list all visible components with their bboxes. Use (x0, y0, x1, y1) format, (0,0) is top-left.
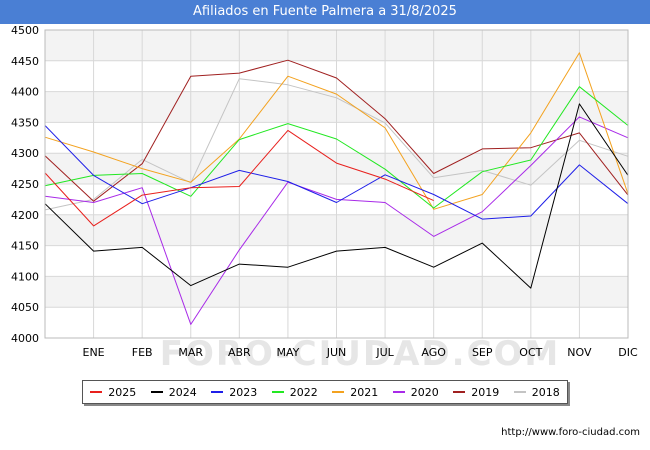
legend-swatch (150, 391, 163, 393)
y-tick-label: 4300 (11, 147, 39, 160)
x-tick-label: NOV (567, 346, 592, 359)
legend: 2025 2024 2023 2022 2021 2020 2019 2018 (82, 380, 568, 404)
legend-item-2019: 2019 (453, 386, 499, 399)
legend-label: 2020 (410, 385, 439, 399)
legend-item-2025: 2025 (90, 386, 136, 399)
x-tick-label: FEB (132, 346, 153, 359)
legend-item-2022: 2022 (271, 385, 318, 399)
legend-item-2023: 2023 (211, 386, 257, 399)
x-tick-label: SEP (472, 346, 493, 359)
y-tick-label: 4400 (11, 86, 39, 99)
grid-lines (45, 29, 628, 339)
y-tick-label: 4250 (11, 178, 39, 191)
legend-label: 2023 (229, 385, 258, 399)
x-tick-label: ABR (228, 346, 251, 359)
legend-label: 2019 (471, 385, 500, 399)
legend-label: 2018 (531, 385, 560, 399)
chart-title: Afiliados en Fuente Palmera a 31/8/2025 (0, 0, 650, 24)
legend-label: 2021 (350, 385, 379, 399)
legend-swatch (332, 391, 345, 393)
x-tick-label: JUN (326, 346, 347, 359)
legend-swatch (513, 391, 526, 393)
legend-swatch (211, 391, 224, 393)
x-tick-label: ENE (83, 346, 105, 359)
y-tick-label: 4100 (11, 270, 39, 283)
x-tick-label: AGO (421, 346, 446, 359)
legend-item-2018: 2018 (513, 385, 560, 399)
legend-item-2021: 2021 (332, 386, 378, 399)
legend-swatch (90, 391, 103, 393)
series-line-2020 (44, 116, 629, 325)
source-url: http://www.foro-ciudad.com (501, 427, 640, 438)
line-chart: FORO-CIUDAD.COM 4000 4050 4100 4150 4200 4250… (11, 24, 638, 374)
legend-swatch (392, 391, 405, 393)
legend-swatch (453, 391, 466, 393)
y-tick-label: 4500 (11, 24, 39, 37)
y-tick-label: 4150 (11, 240, 39, 253)
series-lines (44, 52, 629, 325)
series-line-2022 (44, 86, 629, 209)
axis-labels: 4000 4050 4100 4150 4200 4250 4300 4350 4400 4450… (11, 24, 638, 359)
legend-label: 2022 (289, 385, 318, 399)
series-line-2024 (44, 103, 629, 289)
x-tick-label: MAR (178, 346, 203, 359)
x-tick-label: OCT (519, 346, 542, 359)
x-tick-label: DIC (618, 346, 638, 359)
legend-item-2020: 2020 (392, 385, 439, 399)
x-tick-label: MAY (276, 346, 299, 359)
series-line-2019 (44, 59, 629, 202)
series-line-2021 (44, 52, 629, 210)
y-tick-label: 4000 (11, 332, 39, 345)
legend-label: 2024 (168, 385, 197, 399)
legend-swatch (271, 391, 284, 393)
legend-item-2024: 2024 (150, 385, 197, 399)
plot-frame (44, 29, 629, 339)
y-tick-label: 4350 (11, 116, 39, 129)
y-tick-label: 4200 (11, 209, 39, 222)
x-tick-label: JUL (375, 346, 394, 359)
series-line-2018 (44, 78, 629, 211)
legend-label: 2025 (108, 385, 137, 399)
y-tick-label: 4450 (11, 55, 39, 68)
y-tick-label: 4050 (11, 301, 39, 314)
series-line-2023 (44, 125, 629, 220)
series-line-2025 (44, 129, 434, 227)
watermark: FORO-CIUDAD.COM (160, 334, 561, 374)
